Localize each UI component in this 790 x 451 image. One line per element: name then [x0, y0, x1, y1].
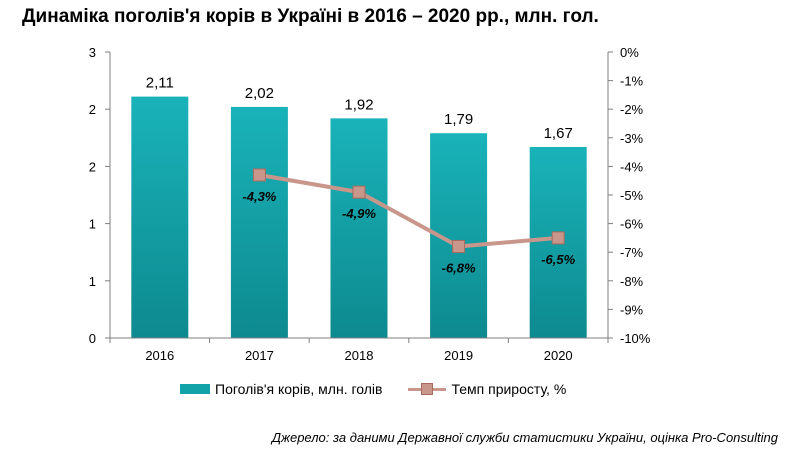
bar-value-label-2019: 1,79 — [444, 111, 473, 128]
legend: Поголів'я корів, млн. голів Темп прирост… — [180, 381, 592, 397]
growth-rate-label-2019: -6,8% — [442, 260, 476, 275]
growth-rate-marker-2020 — [551, 231, 565, 245]
left-tick-label: 0 — [89, 331, 96, 346]
left-tick-label: 1 — [89, 274, 96, 289]
growth-rate-marker-2019 — [452, 239, 466, 253]
labels-layer: 2,11 2,02 1,92 1,79 1,67 -4,3% -4,9% -6,8% -6,5% — [146, 75, 576, 276]
x-tick-label-2020: 2020 — [544, 348, 573, 363]
legend-swatch-bars — [180, 384, 210, 394]
left-tick-label: 2 — [89, 102, 96, 117]
source-note: Джерело: за даними Державної служби стат… — [271, 430, 778, 445]
right-tick-label: -7% — [620, 245, 644, 260]
x-tick-label-2018: 2018 — [345, 348, 374, 363]
right-tick-label: -6% — [620, 217, 644, 232]
right-tick-label: -8% — [620, 274, 644, 289]
left-tick-label: 2 — [89, 159, 96, 174]
bar-2018 — [330, 118, 388, 339]
legend-label-line: Темп приросту, % — [451, 381, 567, 397]
right-tick-label: -5% — [620, 188, 644, 203]
legend-item-line: Темп приросту, % — [408, 381, 566, 397]
right-tick-label: 0% — [620, 45, 639, 60]
axes-layer: 0 1 1 2 2 3 0% -1% -2% -3% -4% -5% -6% -7% -8% -9% -10% 2… — [89, 45, 651, 363]
bar-value-label-2020: 1,67 — [544, 125, 573, 142]
legend-swatch-line — [408, 383, 447, 395]
right-tick-label: -1% — [620, 74, 644, 89]
bar-2017 — [230, 106, 288, 338]
growth-rate-label-2018: -4,9% — [342, 206, 376, 221]
growth-rate-label-2017: -4,3% — [242, 189, 276, 204]
x-tick-label-2019: 2019 — [444, 348, 473, 363]
legend-item-bars: Поголів'я корів, млн. голів — [180, 381, 382, 397]
line-layer — [252, 168, 565, 253]
left-tick-label: 1 — [89, 217, 96, 232]
legend-label-bars: Поголів'я корів, млн. голів — [215, 381, 383, 397]
right-tick-label: -3% — [620, 131, 644, 146]
bar-2016 — [131, 96, 189, 338]
bar-value-label-2017: 2,02 — [245, 85, 274, 102]
growth-rate-marker-2018 — [352, 185, 366, 199]
x-tick-label-2016: 2016 — [145, 348, 174, 363]
growth-rate-line — [259, 173, 559, 249]
right-tick-label: -2% — [620, 102, 644, 117]
growth-rate-marker-2017 — [252, 168, 266, 182]
chart-title: Динаміка поголів'я корів в Україні в 201… — [22, 6, 599, 27]
x-tick-label-2017: 2017 — [245, 348, 274, 363]
right-tick-label: -10% — [620, 331, 651, 346]
bar-value-label-2018: 1,92 — [344, 96, 373, 113]
growth-rate-label-2020: -6,5% — [541, 252, 575, 267]
bar-value-label-2016: 2,11 — [146, 75, 174, 92]
right-tick-label: -4% — [620, 159, 644, 174]
right-tick-label: -9% — [620, 302, 644, 317]
left-tick-label: 3 — [89, 45, 96, 60]
